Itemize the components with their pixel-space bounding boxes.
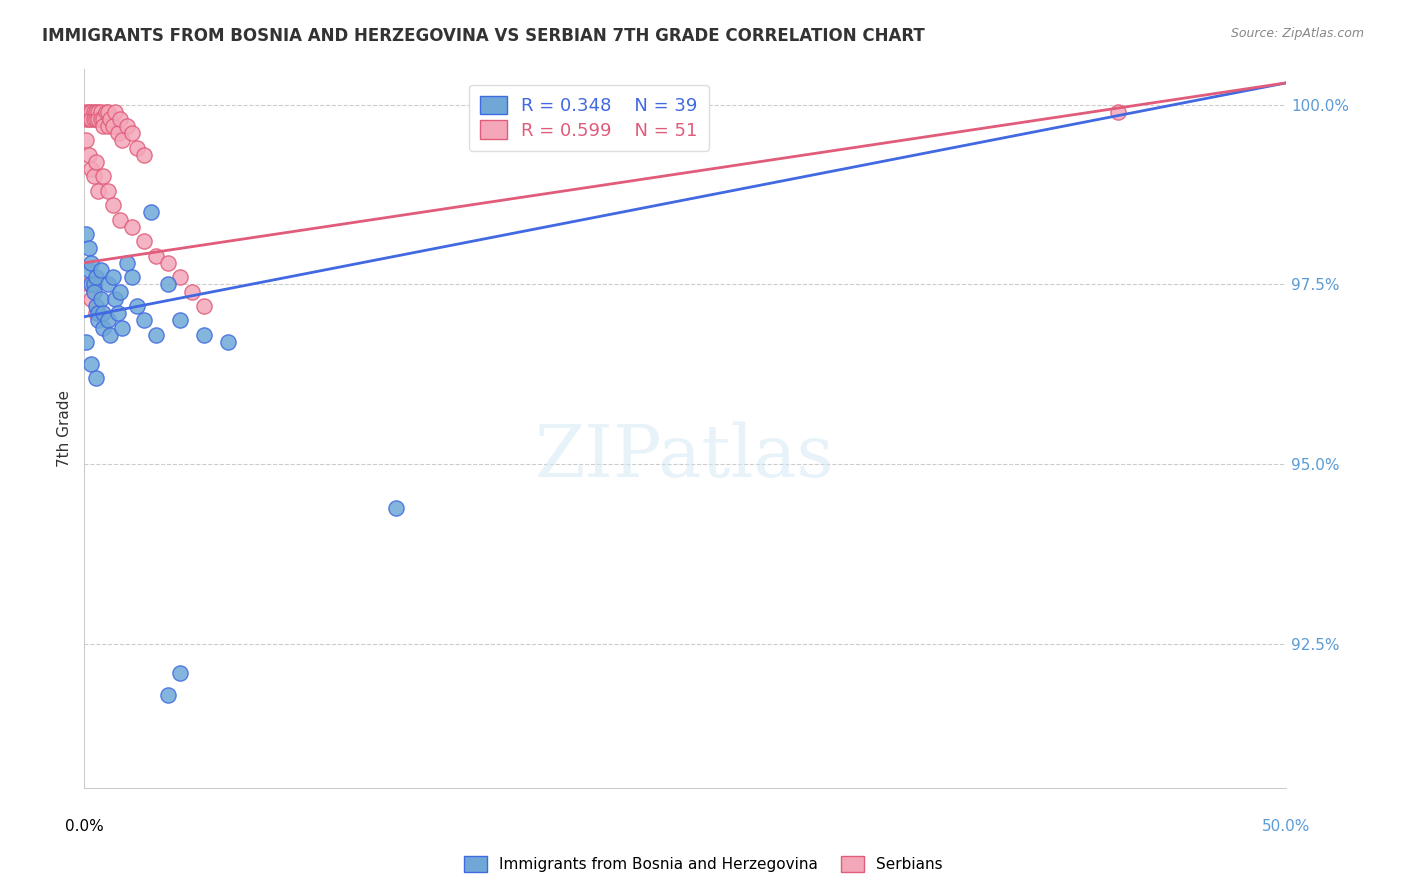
Point bbox=[169, 270, 191, 285]
Point bbox=[101, 119, 124, 133]
Point bbox=[80, 162, 103, 177]
Point bbox=[145, 249, 167, 263]
Point bbox=[108, 112, 131, 126]
Point bbox=[107, 306, 129, 320]
Point bbox=[385, 500, 408, 515]
Point bbox=[84, 306, 107, 320]
Point bbox=[101, 270, 124, 285]
Text: 50.0%: 50.0% bbox=[1261, 820, 1310, 834]
Point bbox=[90, 263, 112, 277]
Point bbox=[84, 112, 107, 126]
Point bbox=[132, 313, 155, 327]
Point bbox=[91, 320, 114, 334]
Point bbox=[75, 112, 97, 126]
Point bbox=[101, 198, 124, 212]
Point bbox=[97, 184, 120, 198]
Point bbox=[97, 277, 120, 292]
Point bbox=[87, 306, 110, 320]
Point bbox=[132, 234, 155, 248]
Point bbox=[132, 148, 155, 162]
Point bbox=[90, 104, 112, 119]
Point bbox=[157, 256, 180, 270]
Point bbox=[121, 219, 143, 234]
Point bbox=[80, 292, 103, 306]
Point bbox=[91, 119, 114, 133]
Point bbox=[94, 104, 117, 119]
Point bbox=[100, 112, 122, 126]
Point bbox=[91, 306, 114, 320]
Y-axis label: 7th Grade: 7th Grade bbox=[58, 390, 72, 467]
Point bbox=[157, 688, 180, 702]
Point bbox=[121, 126, 143, 140]
Point bbox=[181, 285, 204, 299]
Point bbox=[75, 133, 97, 147]
Point bbox=[104, 292, 127, 306]
Point bbox=[87, 184, 110, 198]
Point bbox=[193, 327, 215, 342]
Point bbox=[77, 277, 100, 292]
Point bbox=[169, 313, 191, 327]
Point bbox=[75, 104, 97, 119]
Legend: R = 0.348    N = 39, R = 0.599    N = 51: R = 0.348 N = 39, R = 0.599 N = 51 bbox=[470, 85, 709, 151]
Point bbox=[100, 327, 122, 342]
Point bbox=[108, 212, 131, 227]
Point bbox=[80, 112, 103, 126]
Point bbox=[117, 256, 139, 270]
Text: ZIPatlas: ZIPatlas bbox=[536, 422, 835, 492]
Point bbox=[84, 299, 107, 313]
Point bbox=[80, 256, 103, 270]
Point bbox=[97, 119, 120, 133]
Point bbox=[75, 334, 97, 349]
Point bbox=[91, 112, 114, 126]
Point bbox=[77, 242, 100, 256]
Point bbox=[83, 169, 105, 184]
Point bbox=[107, 126, 129, 140]
Point bbox=[141, 205, 163, 219]
Point bbox=[554, 104, 576, 119]
Point bbox=[121, 270, 143, 285]
Point bbox=[90, 112, 112, 126]
Point bbox=[84, 270, 107, 285]
Point bbox=[169, 666, 191, 681]
Point bbox=[117, 119, 139, 133]
Point bbox=[77, 263, 100, 277]
Point bbox=[87, 104, 110, 119]
Point bbox=[87, 112, 110, 126]
Point bbox=[111, 133, 134, 147]
Point bbox=[97, 313, 120, 327]
Point bbox=[80, 357, 103, 371]
Point bbox=[84, 371, 107, 385]
Point bbox=[80, 277, 103, 292]
Text: IMMIGRANTS FROM BOSNIA AND HERZEGOVINA VS SERBIAN 7TH GRADE CORRELATION CHART: IMMIGRANTS FROM BOSNIA AND HERZEGOVINA V… bbox=[42, 27, 925, 45]
Point bbox=[84, 104, 107, 119]
Text: Source: ZipAtlas.com: Source: ZipAtlas.com bbox=[1230, 27, 1364, 40]
Point bbox=[90, 292, 112, 306]
Point bbox=[193, 299, 215, 313]
Point bbox=[91, 169, 114, 184]
Text: 0.0%: 0.0% bbox=[65, 820, 104, 834]
Point bbox=[87, 313, 110, 327]
Point bbox=[83, 104, 105, 119]
Point bbox=[157, 277, 180, 292]
Point bbox=[77, 104, 100, 119]
Point bbox=[80, 104, 103, 119]
Point bbox=[145, 327, 167, 342]
Point bbox=[104, 104, 127, 119]
Point bbox=[108, 285, 131, 299]
Legend: Immigrants from Bosnia and Herzegovina, Serbians: Immigrants from Bosnia and Herzegovina, … bbox=[456, 848, 950, 880]
Point bbox=[84, 155, 107, 169]
Point bbox=[83, 277, 105, 292]
Point bbox=[75, 227, 97, 241]
Point bbox=[111, 320, 134, 334]
Point bbox=[83, 285, 105, 299]
Point bbox=[125, 299, 148, 313]
Point bbox=[125, 141, 148, 155]
Point bbox=[97, 104, 120, 119]
Point bbox=[1107, 104, 1129, 119]
Point bbox=[77, 148, 100, 162]
Point bbox=[217, 334, 239, 349]
Point bbox=[83, 112, 105, 126]
Point bbox=[77, 112, 100, 126]
